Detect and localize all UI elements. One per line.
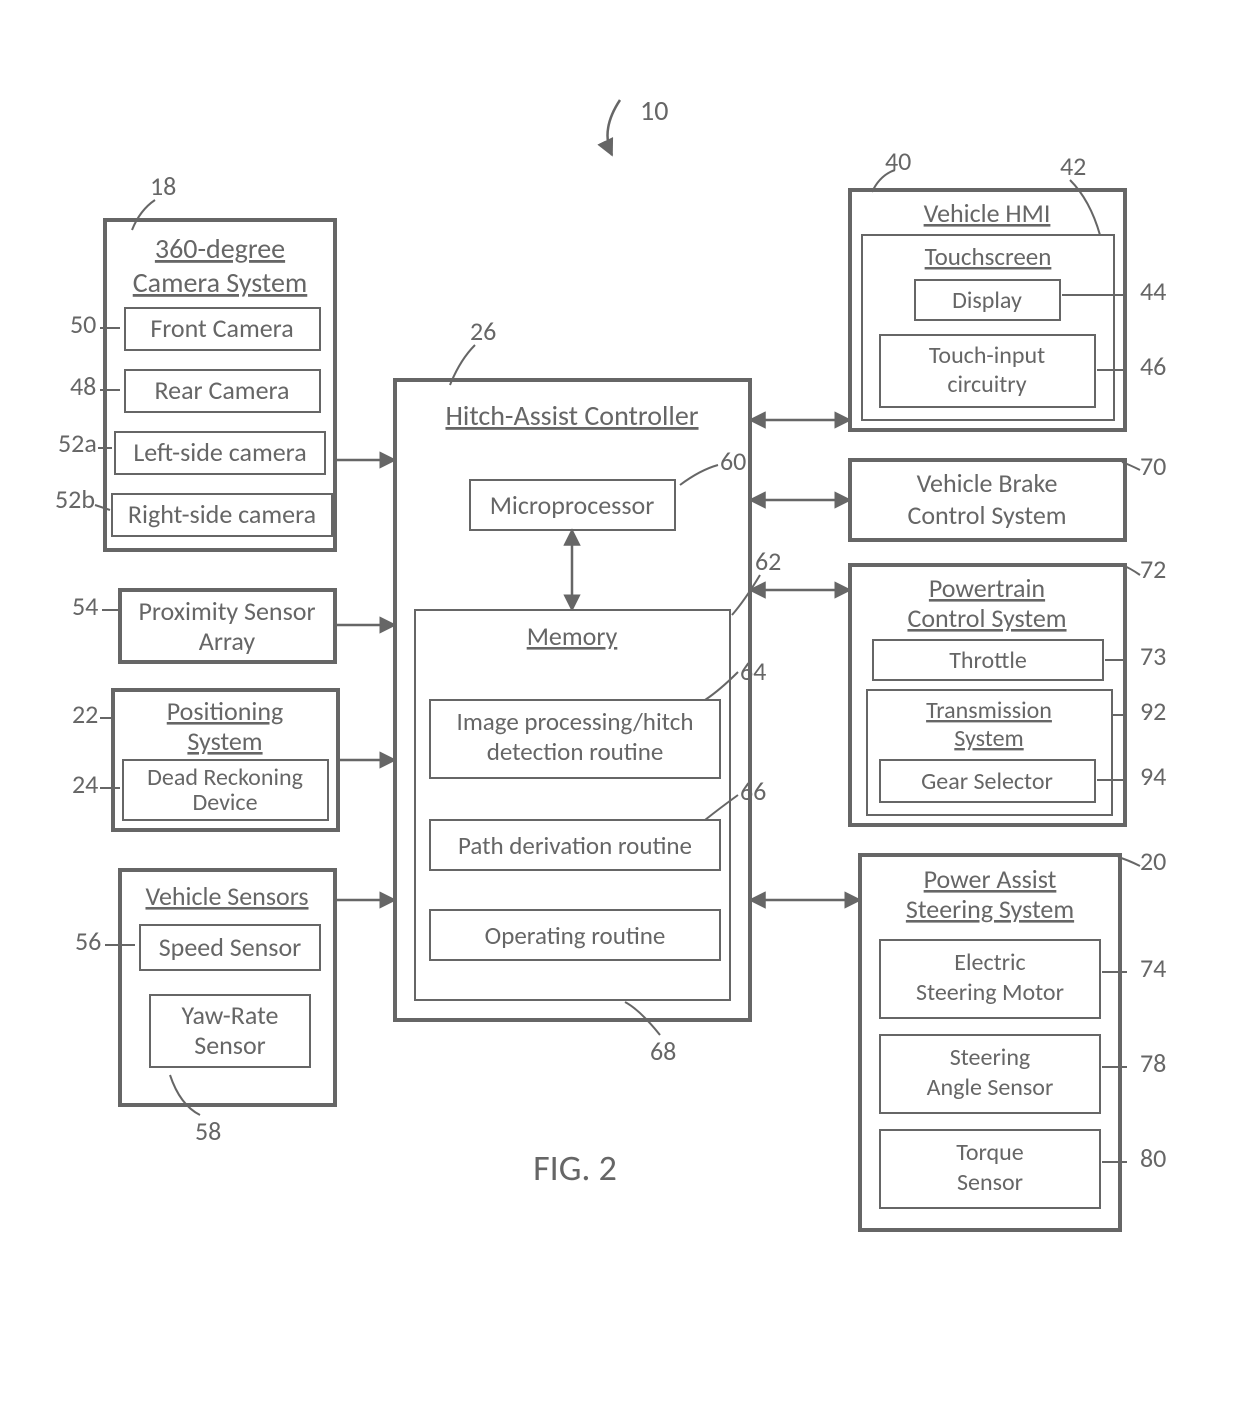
ref-94: 94	[1140, 760, 1166, 792]
ref-56: 56	[75, 925, 101, 957]
transmission-l2: System	[954, 724, 1023, 753]
speed-sensor-label: Speed Sensor	[159, 931, 302, 963]
brake-l1: Vehicle Brake	[917, 467, 1058, 499]
ref-24: 24	[72, 768, 98, 800]
ref-52a: 52a	[58, 427, 97, 459]
hmi-block: Vehicle HMI 40 Touchscreen 42 Display 44…	[850, 145, 1166, 430]
brake-block: Vehicle Brake Control System 70	[850, 450, 1166, 540]
ref-50: 50	[70, 308, 96, 340]
ref-52b: 52b	[55, 483, 95, 515]
dead-reckoning-l2: Device	[192, 788, 257, 817]
right-camera-label: Right-side camera	[128, 498, 316, 530]
proximity-l1: Proximity Sensor	[138, 595, 315, 627]
camera-title-l1: 360-degree	[155, 231, 285, 266]
img-routine-l2: detection routine	[487, 736, 664, 767]
controller-title: Hitch-Assist Controller	[445, 398, 698, 433]
transmission-l1: Transmission	[926, 696, 1052, 725]
yaw-l2: Sensor	[194, 1029, 266, 1061]
rear-camera-label: Rear Camera	[154, 374, 289, 406]
diagram-svg: 10 360-degree Camera System 18 Front Cam…	[0, 0, 1240, 1405]
ref-72: 72	[1140, 553, 1166, 585]
proximity-block: Proximity Sensor Array 54	[72, 590, 335, 662]
steering-title-l2: Steering System	[906, 893, 1074, 925]
op-routine-label: Operating routine	[485, 920, 666, 951]
camera-title-l2: Camera System	[133, 265, 308, 300]
ref-44: 44	[1140, 275, 1166, 307]
steering-motor-l1: Electric	[954, 948, 1025, 977]
ref-48: 48	[70, 370, 96, 402]
steering-angle-l1: Steering	[950, 1043, 1030, 1072]
ref-62: 62	[755, 545, 781, 577]
vehicle-sensors-block: Vehicle Sensors Speed Sensor 56 Yaw-Rate…	[75, 870, 335, 1147]
vsensors-title: Vehicle Sensors	[145, 880, 308, 912]
ref-78: 78	[1140, 1047, 1166, 1079]
steering-title-l1: Power Assist	[924, 863, 1057, 895]
ref-54: 54	[72, 590, 98, 622]
positioning-title-l1: Positioning	[167, 695, 283, 727]
ref-92: 92	[1140, 695, 1166, 727]
hmi-title: Vehicle HMI	[924, 197, 1051, 229]
steering-motor-l2: Steering Motor	[916, 978, 1064, 1007]
ref-42: 42	[1060, 150, 1086, 182]
gear-selector-label: Gear Selector	[921, 767, 1053, 796]
powertrain-title-l1: Powertrain	[929, 572, 1045, 604]
path-routine-label: Path derivation routine	[458, 830, 692, 861]
positioning-title-l2: System	[187, 725, 262, 757]
ref-68: 68	[650, 1035, 676, 1067]
ref-74: 74	[1140, 952, 1166, 984]
powertrain-title-l2: Control System	[907, 602, 1066, 634]
ref-10: 10	[640, 93, 668, 128]
controller-block: Hitch-Assist Controller 26 Microprocesso…	[395, 315, 781, 1067]
ref-22: 22	[72, 698, 98, 730]
torque-l1: Torque	[956, 1138, 1023, 1167]
ref-60: 60	[720, 445, 746, 477]
display-label: Display	[952, 286, 1022, 315]
yaw-l1: Yaw-Rate	[182, 999, 279, 1031]
ref-58: 58	[195, 1115, 221, 1147]
ref-18: 18	[150, 170, 176, 202]
steering-block: Power Assist Steering System 20 Electric…	[860, 845, 1166, 1230]
memory-title: Memory	[527, 620, 618, 652]
powertrain-block: Powertrain Control System 72 Throttle 73…	[850, 553, 1166, 825]
ref-26: 26	[470, 315, 496, 347]
throttle-label: Throttle	[949, 646, 1027, 675]
touch-input-l1: Touch-input	[929, 341, 1045, 370]
torque-l2: Sensor	[957, 1168, 1023, 1197]
microprocessor-label: Microprocessor	[490, 489, 655, 521]
brake-l2: Control System	[907, 499, 1066, 531]
ref-73: 73	[1140, 640, 1166, 672]
ref-70: 70	[1140, 450, 1166, 482]
steering.angle-l2: Angle Sensor	[927, 1073, 1054, 1102]
ref-20: 20	[1140, 845, 1166, 877]
proximity-l2: Array	[199, 625, 256, 657]
camera-system-block: 360-degree Camera System 18 Front Camera…	[55, 170, 335, 550]
ref-66: 66	[740, 775, 766, 807]
ref-46: 46	[1140, 350, 1166, 382]
ref-80: 80	[1140, 1142, 1166, 1174]
left-camera-label: Left-side camera	[133, 436, 306, 468]
front-camera-label: Front Camera	[150, 312, 293, 344]
img-routine-l1: Image processing/hitch	[457, 706, 694, 737]
positioning-block: Positioning System 22 Dead Reckoning Dev…	[72, 690, 338, 830]
figure-label: FIG. 2	[533, 1146, 617, 1190]
ref-64: 64	[740, 655, 766, 687]
touch-input-l2: circuitry	[947, 370, 1026, 399]
touchscreen-title: Touchscreen	[925, 241, 1052, 272]
